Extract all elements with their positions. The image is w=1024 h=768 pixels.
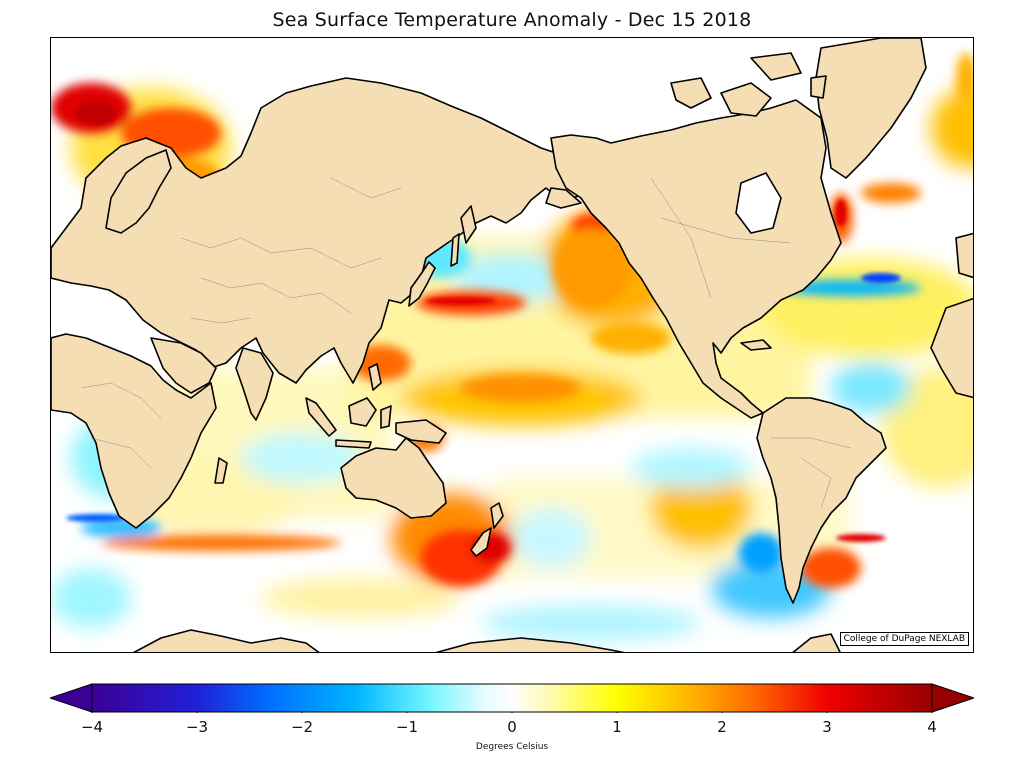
- colorbar-gradient: [91, 683, 933, 713]
- colorbar-label: Degrees Celsius: [475, 742, 549, 752]
- india-peninsula: [235, 347, 274, 421]
- sumatra: [305, 397, 337, 437]
- colorbar-tick-label: −2: [290, 718, 314, 736]
- hudson-bay: [735, 172, 782, 234]
- greenland: [815, 38, 927, 179]
- colorbar-tick-label: 4: [927, 718, 937, 736]
- west-africa-right-edge: [930, 297, 973, 399]
- sakhalin: [450, 233, 460, 267]
- colorbar-tick-label: 1: [612, 718, 622, 736]
- new-zealand: [470, 502, 504, 557]
- colorbar-tick-label: 2: [717, 718, 727, 736]
- colorbar-tick-label: −1: [395, 718, 419, 736]
- borneo: [348, 397, 377, 427]
- credit-label: College of DuPage NEXLAB: [839, 632, 969, 646]
- arctic-islands: [670, 52, 827, 117]
- africa-landmass: [51, 333, 217, 529]
- alaska-peninsula: [545, 187, 582, 209]
- new-guinea: [395, 419, 447, 444]
- colorbar-tick-label: −3: [185, 718, 209, 736]
- scandinavia: [105, 149, 172, 234]
- colorbar-tick-label: −4: [80, 718, 104, 736]
- eurasia-landmass: [51, 77, 597, 384]
- colorbar-extend-high: [931, 683, 974, 713]
- philippines: [368, 363, 382, 391]
- iberia-right-edge: [955, 232, 973, 279]
- colorbar-ticks: [91, 712, 933, 713]
- japan-islands: [408, 261, 436, 307]
- australia-landmass: [340, 437, 447, 519]
- colorbar-tick-label: 3: [822, 718, 832, 736]
- arabian-peninsula: [150, 337, 217, 394]
- kamchatka: [460, 205, 477, 244]
- cuba: [740, 339, 772, 351]
- colorbar-tick-label: 0: [507, 718, 517, 736]
- madagascar: [214, 457, 228, 484]
- antarctica-coast: [133, 629, 841, 652]
- colorbar: [50, 683, 974, 713]
- south-america-landmass: [756, 397, 887, 604]
- java: [335, 439, 372, 449]
- sst-anomaly-map: College of DuPage NEXLAB: [50, 37, 974, 653]
- map-title: Sea Surface Temperature Anomaly - Dec 15…: [272, 9, 752, 31]
- colorbar-extend-low: [50, 683, 93, 713]
- land-masses: [51, 38, 973, 652]
- country-borders: [80, 177, 852, 509]
- sulawesi: [380, 405, 392, 429]
